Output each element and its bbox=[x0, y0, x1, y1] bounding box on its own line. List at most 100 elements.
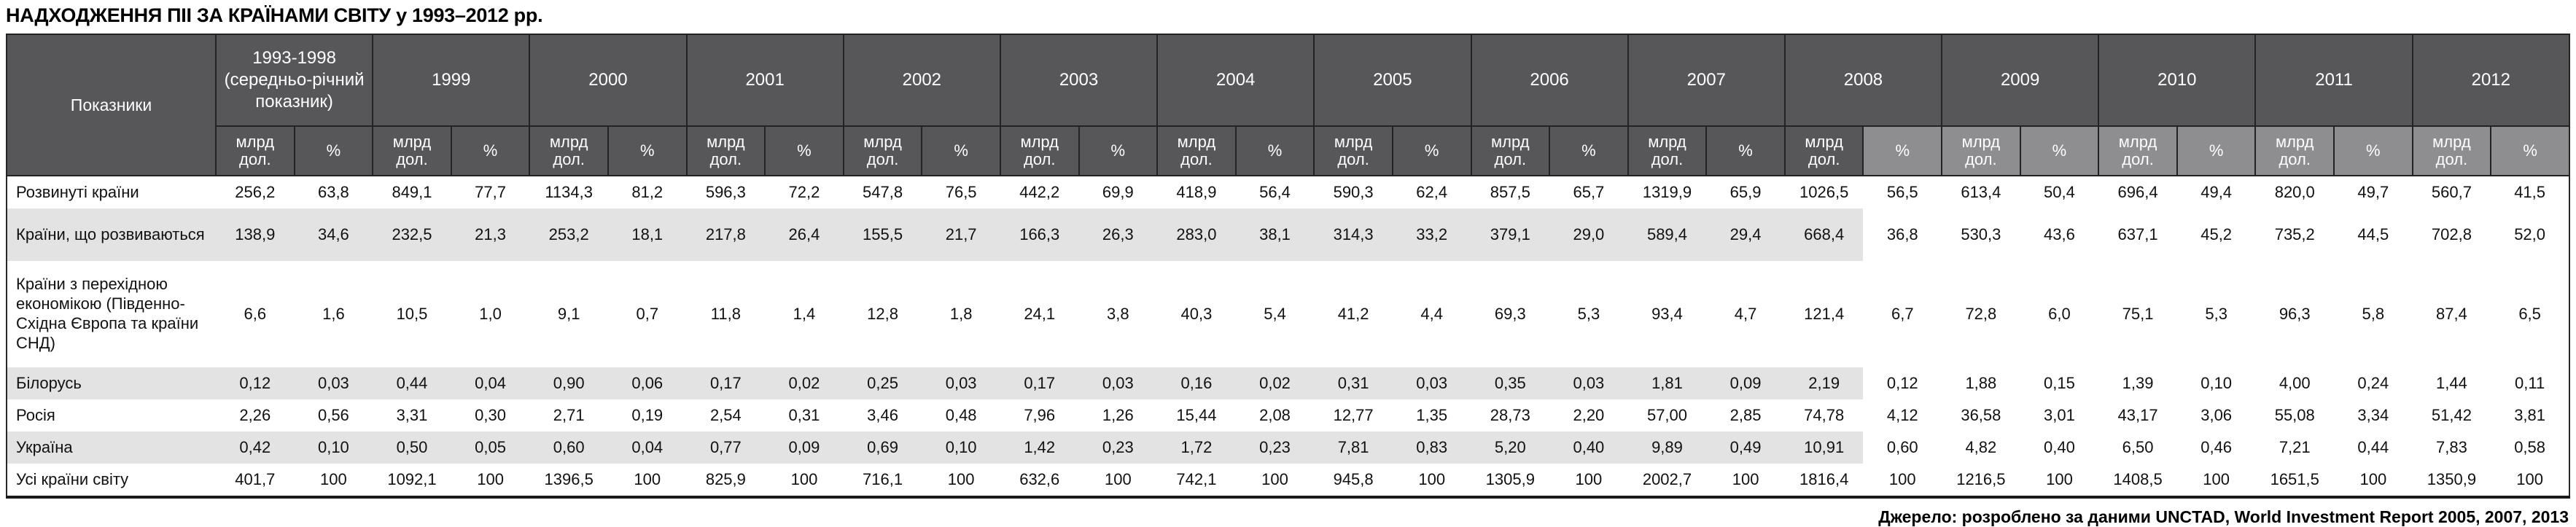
value-cell: 7,83 bbox=[2436, 437, 2467, 456]
value-cell: 0,19 bbox=[631, 405, 664, 424]
header-row-years: Показники 1993-1998 (середньо-річний пока… bbox=[6, 34, 2571, 176]
unit-header-bln: млрд дол. bbox=[2411, 125, 2492, 176]
value-cell: 3,01 bbox=[2044, 405, 2075, 424]
value-cell: 1319,9 bbox=[1642, 182, 1692, 201]
value-cell: 4,7 bbox=[1734, 304, 1757, 323]
value-cell: 49,7 bbox=[2357, 182, 2389, 201]
year-header: 2003 bbox=[999, 34, 1159, 127]
unit-header-bln: млрд дол. bbox=[1783, 125, 1864, 176]
table-row: Білорусь 0,12 0,03 0,44 0,04 0,90 0,06 0,17 0,02… bbox=[7, 367, 2569, 399]
value-cell: 0,50 bbox=[373, 432, 451, 464]
value-cell: 0,25 bbox=[843, 367, 922, 399]
value-cell: 51,42 bbox=[2431, 405, 2472, 424]
value-cell: 820,0 bbox=[2274, 182, 2315, 201]
value-cell: 100 bbox=[2516, 469, 2543, 488]
value-cell: 5,3 bbox=[2205, 304, 2227, 323]
value-cell: 0,30 bbox=[475, 405, 506, 424]
year-header: 2010 bbox=[2098, 34, 2257, 127]
value-cell: 0,40 bbox=[1549, 432, 1628, 464]
value-cell: 4,82 bbox=[1965, 437, 1997, 456]
value-cell: 36,58 bbox=[1961, 405, 2001, 424]
year-header: 2004 bbox=[1156, 34, 1315, 127]
unit-header-pct: % bbox=[1078, 125, 1159, 176]
unit-header-bln: млрд дол. bbox=[842, 125, 923, 176]
year-header: 1993-1998 (середньо-річний показник) bbox=[214, 34, 374, 127]
row-label: Україна bbox=[7, 432, 216, 464]
value-cell: 3,31 bbox=[396, 405, 428, 424]
table-row: Розвинуті країни 256,2 63,8 849,1 77,7 1134,3… bbox=[7, 176, 2569, 208]
value-cell: 2,71 bbox=[553, 405, 585, 424]
value-cell: 0,05 bbox=[451, 432, 530, 464]
value-cell: 10,5 bbox=[396, 304, 428, 323]
row-label: Розвинуті країни bbox=[16, 182, 139, 201]
header-row-units: млрд дол.% млрд дол.% млрд дол.% млрд дол.%… bbox=[7, 125, 2570, 176]
value-cell: 1,72 bbox=[1157, 432, 1236, 464]
value-cell: 3,34 bbox=[2357, 405, 2389, 424]
value-cell: 2,19 bbox=[1784, 367, 1864, 399]
value-cell: 100 bbox=[1104, 469, 1132, 488]
year-header: 1999 bbox=[372, 34, 531, 127]
unit-header-bln: млрд дол. bbox=[1156, 125, 1237, 176]
value-cell: 100 bbox=[2359, 469, 2387, 488]
value-cell: 253,2 bbox=[529, 208, 608, 261]
value-cell: 1,8 bbox=[949, 304, 973, 323]
table-row: Країни з перехідною економікою (Південно… bbox=[7, 261, 2569, 367]
row-label: Білорусь bbox=[7, 367, 216, 399]
value-cell: 26,4 bbox=[765, 208, 844, 261]
value-cell: 0,04 bbox=[451, 367, 530, 399]
value-cell: 69,3 bbox=[1494, 304, 1526, 323]
value-cell: 825,9 bbox=[705, 469, 746, 488]
value-cell: 1305,9 bbox=[1485, 469, 1535, 488]
value-cell: 849,1 bbox=[392, 182, 432, 201]
value-cell: 5,20 bbox=[1471, 432, 1550, 464]
value-cell: 0,31 bbox=[788, 405, 820, 424]
value-cell: 100 bbox=[790, 469, 818, 488]
value-cell: 0,17 bbox=[1000, 367, 1079, 399]
value-cell: 1,88 bbox=[1965, 373, 1997, 392]
value-cell: 18,1 bbox=[607, 208, 687, 261]
value-cell: 7,96 bbox=[1024, 405, 1056, 424]
value-cell: 0,23 bbox=[1078, 432, 1158, 464]
value-cell: 21,3 bbox=[451, 208, 530, 261]
unit-header-bln: млрд дол. bbox=[2098, 125, 2178, 176]
value-cell: 43,6 bbox=[2044, 225, 2075, 243]
value-cell: 0,7 bbox=[636, 304, 659, 323]
unit-header-bln: млрд дол. bbox=[1470, 125, 1551, 176]
value-cell: 72,2 bbox=[788, 182, 820, 201]
unit-header-pct: % bbox=[450, 125, 531, 176]
value-cell: 1816,4 bbox=[1799, 469, 1849, 488]
value-cell: 100 bbox=[2046, 469, 2073, 488]
value-cell: 2002,7 bbox=[1642, 469, 1692, 488]
value-cell: 0,44 bbox=[373, 367, 451, 399]
table-header: Показники 1993-1998 (середньо-річний пока… bbox=[6, 34, 2571, 176]
value-cell: 75,1 bbox=[2122, 304, 2154, 323]
unit-header-pct: % bbox=[2176, 125, 2257, 176]
value-cell: 418,9 bbox=[1176, 182, 1217, 201]
fdi-table: Показники 1993-1998 (середньо-річний пока… bbox=[6, 34, 2571, 499]
value-cell: 0,77 bbox=[686, 432, 766, 464]
page-title: НАДХОДЖЕННЯ ПІІ ЗА КРАЇНАМИ СВІТУ у 1993… bbox=[6, 4, 543, 26]
unit-header-bln: млрд дол. bbox=[1627, 125, 1708, 176]
value-cell: 56,4 bbox=[1259, 182, 1291, 201]
value-cell: 56,5 bbox=[1886, 182, 1918, 201]
value-cell: 735,2 bbox=[2274, 225, 2315, 243]
value-cell: 217,8 bbox=[686, 208, 766, 261]
value-cell: 0,10 bbox=[922, 432, 1000, 464]
unit-header-bln: млрд дол. bbox=[1313, 125, 1393, 176]
value-cell: 36,8 bbox=[1886, 225, 1918, 243]
row-label: Усі країни світу bbox=[16, 469, 129, 488]
value-cell: 2,20 bbox=[1573, 405, 1605, 424]
row-label: Країни з перехідною економікою (Південно… bbox=[16, 275, 199, 352]
value-cell: 1,42 bbox=[1000, 432, 1079, 464]
value-cell: 155,5 bbox=[843, 208, 922, 261]
value-cell: 0,06 bbox=[607, 367, 687, 399]
value-cell: 49,4 bbox=[2201, 182, 2233, 201]
value-cell: 100 bbox=[477, 469, 504, 488]
unit-header-pct: % bbox=[921, 125, 1001, 176]
year-header: 2012 bbox=[2411, 34, 2571, 127]
value-cell: 55,08 bbox=[2274, 405, 2315, 424]
value-cell: 6,7 bbox=[1891, 304, 1914, 323]
value-cell: 1,35 bbox=[1416, 405, 1448, 424]
value-cell: 4,4 bbox=[1420, 304, 1443, 323]
